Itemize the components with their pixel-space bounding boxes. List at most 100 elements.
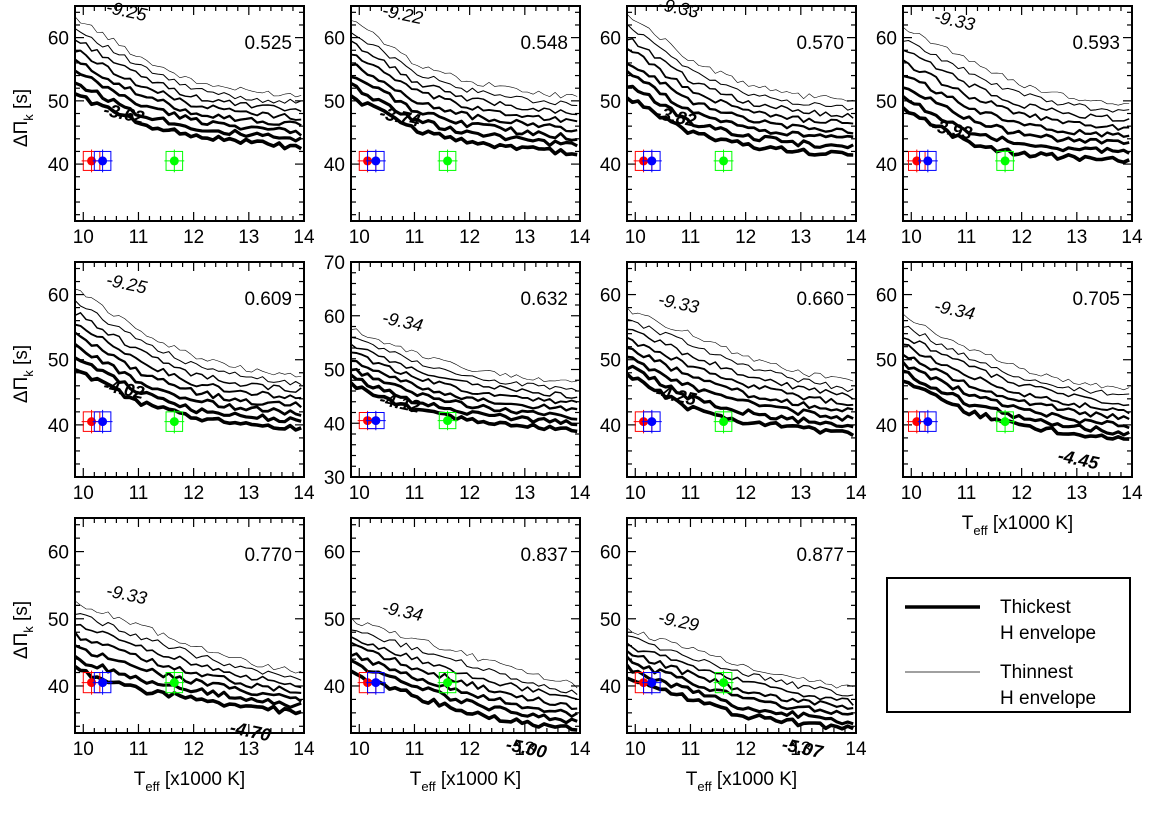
x-tick-label: 14 — [293, 227, 315, 248]
x-tick-label: 11 — [957, 483, 977, 504]
model-track-6 — [903, 361, 1130, 430]
obs-point — [719, 678, 729, 688]
stellar-mass-label: 0.660 — [796, 289, 844, 310]
x-tick-label: 13 — [790, 739, 811, 760]
x-tick-label: 14 — [569, 227, 591, 248]
thin-envelope-label: -9.34 — [381, 308, 425, 336]
model-track-4 — [627, 47, 854, 125]
legend-thick-label-1: Thickest — [1000, 597, 1071, 618]
y-tick-label: 40 — [600, 416, 621, 437]
y-tick-label: 40 — [48, 155, 69, 176]
x-tick-label: 11 — [405, 483, 425, 504]
model-track-7 — [75, 664, 302, 716]
stellar-mass-label: 0.609 — [244, 289, 292, 310]
model-track-8 — [903, 379, 1130, 441]
y-tick-label: 60 — [48, 543, 69, 564]
panel-frame — [350, 517, 581, 734]
obs-star-2 — [92, 149, 113, 173]
x-tick-label: 10 — [349, 739, 370, 760]
model-track-6 — [627, 663, 854, 726]
model-tracks — [75, 288, 302, 432]
x-tick-label: 10 — [625, 227, 646, 248]
obs-star-2 — [365, 149, 386, 173]
y-axis-title-sub: k — [21, 370, 36, 377]
panel-frame — [626, 517, 857, 734]
thin-envelope-label: -9.29 — [657, 607, 701, 635]
obs-star-3 — [713, 149, 734, 173]
obs-point — [443, 678, 453, 688]
model-track-7 — [351, 669, 578, 732]
obs-point — [1000, 417, 1010, 427]
obs-point — [87, 417, 97, 427]
x-axis-title-sub: eff — [421, 779, 436, 794]
x-tick-label: 10 — [625, 739, 646, 760]
panel-0.548: 10 11 12 13 14 40 50 60 0.548 -9.22 -3.74 — [324, 0, 591, 248]
x-axis-title-main: T — [686, 769, 698, 790]
x-tick-label: 12 — [735, 739, 756, 760]
x-tick-label: 11 — [405, 227, 425, 248]
model-track-7 — [627, 84, 854, 150]
model-track-6 — [351, 367, 578, 421]
model-track-5 — [627, 655, 854, 716]
model-track-7 — [75, 356, 302, 424]
y-tick-label: 40 — [600, 155, 621, 176]
model-track-2 — [903, 325, 1130, 396]
x-tick-label: 13 — [1066, 227, 1087, 248]
y-tick-label: 40 — [600, 677, 621, 698]
y-tick-label: 60 — [324, 29, 345, 50]
x-axis-title-sub: eff — [145, 779, 160, 794]
y-tick-label: 60 — [600, 29, 621, 50]
model-track-6 — [75, 69, 303, 137]
model-track-2 — [351, 629, 578, 696]
x-tick-label: 12 — [735, 483, 756, 504]
model-track-3 — [627, 328, 854, 400]
x-tick-label: 14 — [845, 483, 867, 504]
model-track-3 — [351, 40, 578, 116]
y-tick-label: 50 — [600, 92, 621, 113]
model-track-3 — [627, 37, 854, 119]
obs-star-2 — [641, 670, 662, 695]
y-tick-label: 50 — [600, 610, 621, 631]
y-tick-label: 60 — [48, 29, 69, 50]
panel-0.609: 10 11 12 13 14 40 50 60 0.609 -9.25 -4.02 ΔΠk [s] — [11, 261, 315, 504]
model-track-3 — [903, 337, 1130, 407]
obs-point — [443, 416, 453, 426]
model-track-7 — [627, 676, 854, 731]
thick-envelope-label: -3.82 — [654, 103, 698, 131]
y-tick-label: 50 — [324, 361, 345, 382]
obs-star-2 — [917, 149, 938, 173]
y-axis-title: ΔΠk [s] — [11, 601, 36, 659]
panel-frame — [74, 261, 305, 478]
model-track-5 — [351, 652, 578, 718]
model-tracks — [75, 600, 302, 716]
thin-envelope-label: -9.33 — [657, 0, 701, 22]
model-track-1 — [903, 313, 1130, 391]
obs-point — [647, 678, 657, 688]
thick-envelope-label: -3.93 — [930, 115, 974, 143]
x-tick-label: 10 — [73, 739, 94, 760]
model-track-3 — [351, 343, 578, 399]
legend-thick-label-2: H envelope — [1000, 623, 1096, 644]
x-tick-label: 10 — [73, 227, 94, 248]
model-track-5 — [75, 644, 302, 703]
thin-envelope-label: -9.22 — [381, 0, 425, 28]
x-tick-label: 11 — [681, 739, 701, 760]
x-tick-label: 11 — [681, 483, 701, 504]
x-tick-label: 13 — [238, 227, 259, 248]
thick-envelope-label: -4.45 — [1056, 445, 1101, 473]
obs-star-2 — [365, 410, 386, 431]
model-track-8 — [627, 372, 855, 437]
panel-0.770: 10 11 12 13 14 40 50 60 0.770 -9.33 -4.70 ΔΠk [s] Te… — [11, 517, 315, 794]
y-axis-title-sub: k — [21, 626, 36, 633]
y-tick-label: 50 — [600, 351, 621, 372]
panel-0.525: 10 11 12 13 14 40 50 60 0.525 -9.25 -3.62 ΔΠk [s] — [11, 0, 315, 248]
model-track-4 — [351, 53, 578, 123]
thick-envelope-label: -3.74 — [378, 103, 422, 131]
model-tracks — [351, 617, 578, 732]
obs-point — [371, 678, 381, 688]
x-tick-label: 13 — [238, 483, 259, 504]
obs-star-3 — [164, 409, 185, 434]
model-track-3 — [903, 49, 1130, 122]
model-track-5 — [903, 353, 1130, 421]
